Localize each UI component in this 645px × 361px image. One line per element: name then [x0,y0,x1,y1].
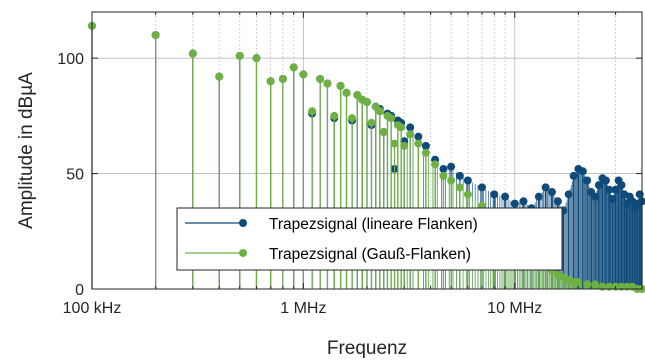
y-axis-label: Amplitude in dBµA [16,72,37,229]
data-point [342,88,351,97]
data-point [151,31,160,40]
x-tick-label: 10 MHz [487,300,542,317]
data-point [591,280,600,289]
data-point [400,141,409,150]
data-point [439,171,448,180]
data-point [375,107,384,116]
data-point [583,176,592,185]
y-tick-label: 100 [57,51,84,68]
data-point [363,98,371,107]
data-point [414,139,423,148]
data-point [617,181,626,190]
data-point [547,188,556,197]
data-point [455,171,464,180]
data-point [421,148,430,157]
data-point [510,199,519,208]
data-point [266,77,275,86]
data-point [289,63,298,72]
data-point [235,51,244,60]
data-point [569,171,578,180]
data-point [490,190,499,199]
y-tick-label: 50 [66,167,84,184]
legend-item-linear: Trapezsignal (lineare Flanken) [185,216,478,233]
data-point [188,49,197,58]
data-point [215,72,224,81]
data-point [421,141,430,150]
data-point [594,181,603,190]
data-point [574,278,583,287]
legend: Trapezsignal (lineare Flanken) Trapezsig… [176,207,563,271]
data-point [541,183,550,192]
data-point [478,183,487,192]
x-tick-label: 100 kHz [63,300,122,317]
data-point [387,114,396,123]
legend-label-gauss: Trapezsignal (Gauß-Flanken) [269,246,471,263]
data-point [534,192,543,201]
data-point [348,114,357,123]
legend-item-gauss: Trapezsignal (Gauß-Flanken) [185,246,471,263]
data-point [501,192,510,201]
x-tick-labels: 100 kHz 1 MHz 10 MHz [63,300,543,317]
data-point [463,176,472,185]
y-tick-label: 0 [75,282,84,299]
data-point [414,132,423,141]
data-point [390,139,399,148]
data-point [299,70,308,79]
data-point [397,123,406,132]
data-point [463,190,472,199]
data-point [591,192,600,201]
data-point [447,176,456,185]
legend-marker-linear [239,219,247,227]
data-point [608,194,617,203]
legend-marker-gauss [239,249,247,257]
data-point [455,183,464,192]
y-tick-labels: 0 50 100 [57,51,84,299]
data-point [519,197,528,206]
data-point [316,74,325,83]
x-axis-label: Frequenz [327,338,407,359]
data-point [601,176,610,185]
data-point [447,162,456,171]
data-point [439,164,448,173]
data-point [611,185,620,194]
data-point [330,111,339,120]
axis-ticks [91,12,643,290]
data-point [367,118,376,127]
data-point [553,197,562,206]
data-point [308,107,317,116]
data-point [564,190,573,199]
data-point [406,130,415,139]
data-point [323,79,332,88]
data-point [379,128,388,137]
data-point [583,280,592,289]
data-point [336,81,345,90]
legend-label-linear: Trapezsignal (lineare Flanken) [269,216,478,233]
data-point [578,167,587,176]
x-tick-label: 1 MHz [280,300,326,317]
data-point [278,74,287,83]
data-point [605,185,614,194]
legend-box [176,207,563,271]
data-point [252,54,261,63]
data-point [431,160,440,169]
data-point [406,123,415,132]
